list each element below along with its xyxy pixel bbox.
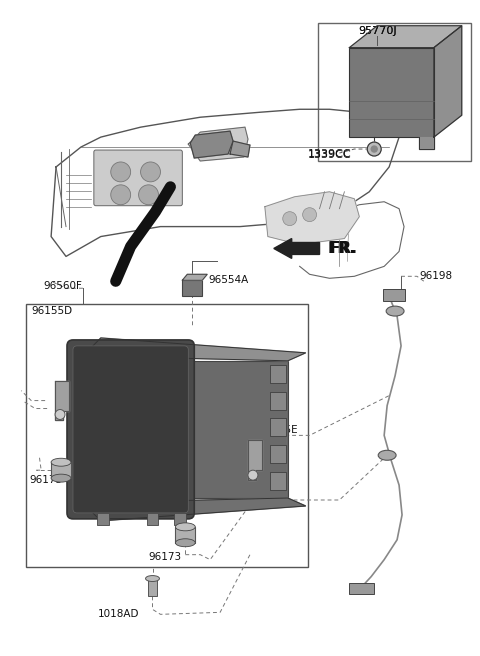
Text: 1018AD: 1018AD [98,609,140,619]
Circle shape [371,146,377,152]
Ellipse shape [378,450,396,461]
Text: 96198: 96198 [419,272,452,281]
Polygon shape [248,440,262,480]
Circle shape [55,409,65,419]
Text: 95770J: 95770J [358,26,396,35]
Polygon shape [349,26,462,48]
Polygon shape [182,274,207,280]
Polygon shape [230,141,250,157]
Ellipse shape [386,306,404,316]
Text: 96173: 96173 [29,475,62,485]
Polygon shape [55,380,69,420]
Polygon shape [419,137,434,149]
Circle shape [111,162,131,182]
Ellipse shape [145,575,159,581]
Text: FR.: FR. [327,241,356,256]
Ellipse shape [51,474,71,482]
Text: 96560F: 96560F [43,281,82,291]
FancyArrow shape [274,239,320,258]
Text: 96155D: 96155D [31,306,72,316]
Circle shape [283,212,297,226]
Text: 95770J: 95770J [358,26,396,35]
Bar [180,361,288,498]
FancyBboxPatch shape [73,346,188,513]
Bar [318,23,471,161]
Circle shape [367,142,381,156]
Bar [97,513,109,525]
Bar [270,392,286,409]
Circle shape [111,185,131,205]
Bar [26,304,308,567]
Text: 96554A: 96554A [208,276,249,285]
Circle shape [248,470,258,480]
Bar [349,583,374,594]
Polygon shape [83,338,306,361]
Bar [270,445,286,463]
FancyBboxPatch shape [182,280,202,297]
Ellipse shape [51,459,71,466]
FancyBboxPatch shape [67,340,194,519]
Text: 96173: 96173 [148,552,181,562]
Polygon shape [434,26,462,137]
Text: 96155E: 96155E [258,425,298,436]
Circle shape [302,208,316,222]
Text: 1339CC: 1339CC [308,149,351,159]
Bar [174,513,186,525]
FancyBboxPatch shape [94,150,182,206]
Bar [175,527,195,543]
Polygon shape [190,131,233,158]
Text: FR.: FR. [329,241,358,256]
Bar [147,579,157,596]
Bar [270,419,286,436]
Polygon shape [83,498,306,521]
Circle shape [139,185,158,205]
Bar [51,462,71,478]
Text: 1339CC: 1339CC [308,150,351,160]
Polygon shape [265,192,360,245]
Bar [349,48,434,137]
Ellipse shape [175,523,195,531]
Bar [146,513,158,525]
Bar [270,472,286,490]
Polygon shape [188,127,248,161]
Circle shape [141,162,160,182]
Bar [383,289,405,301]
Bar [270,365,286,382]
Ellipse shape [175,539,195,546]
